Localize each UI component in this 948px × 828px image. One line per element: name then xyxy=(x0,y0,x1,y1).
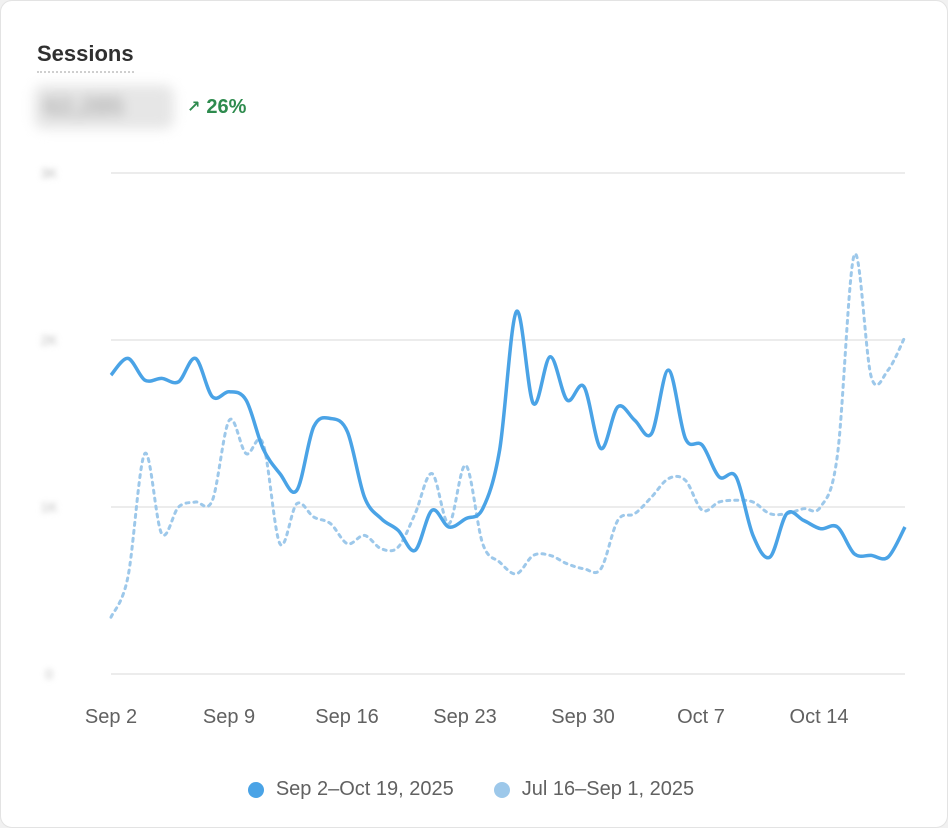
y-tick-label: 3K xyxy=(40,165,58,181)
y-axis-labels: 3K 2K 1K 0 xyxy=(40,165,58,682)
y-tick-label: 1K xyxy=(40,499,58,515)
x-tick-label: Sep 30 xyxy=(551,706,614,728)
y-tick-label: 2K xyxy=(40,332,58,348)
legend-item-previous[interactable]: Jul 16–Sep 1, 2025 xyxy=(493,778,695,801)
legend-item-current[interactable]: Sep 2–Oct 19, 2025 xyxy=(247,778,454,801)
arrow-up-right-icon: ↗ xyxy=(187,98,201,116)
x-axis-labels: Sep 2 Sep 9 Sep 16 Sep 23 Sep 30 Oct 7 Oct 14 xyxy=(85,706,849,728)
legend-dot-previous xyxy=(493,781,510,798)
chart-legend: Sep 2–Oct 19, 2025 Jul 16–Sep 1, 2025 xyxy=(1,778,941,801)
sessions-line-chart: 3K 2K 1K 0 Sep 2 Sep 9 Sep 16 Sep 23 Sep 30 Oct … xyxy=(40,165,907,728)
y-tick-label: 0 xyxy=(45,666,53,682)
x-tick-label: Sep 2 xyxy=(85,706,137,728)
metric-value-redacted: 62,285 xyxy=(34,85,174,129)
change-percent: 26% xyxy=(206,96,247,118)
x-tick-label: Sep 16 xyxy=(315,706,378,728)
legend-label-current: Sep 2–Oct 19, 2025 xyxy=(275,778,454,800)
x-tick-label: Sep 9 xyxy=(203,706,255,728)
series-line-current xyxy=(109,309,907,561)
x-tick-label: Sep 23 xyxy=(433,706,496,728)
x-tick-label: Oct 7 xyxy=(677,706,725,728)
card-title[interactable]: Sessions xyxy=(37,41,134,73)
legend-label-previous: Jul 16–Sep 1, 2025 xyxy=(521,778,695,800)
legend-dot-current xyxy=(247,781,264,798)
series-lines xyxy=(109,252,907,619)
series-line-previous xyxy=(109,252,907,619)
grid-lines xyxy=(111,172,905,675)
change-indicator: ↗ 26% xyxy=(187,96,246,119)
x-tick-label: Oct 14 xyxy=(790,706,849,728)
metric-value: 62,285 xyxy=(44,91,124,121)
